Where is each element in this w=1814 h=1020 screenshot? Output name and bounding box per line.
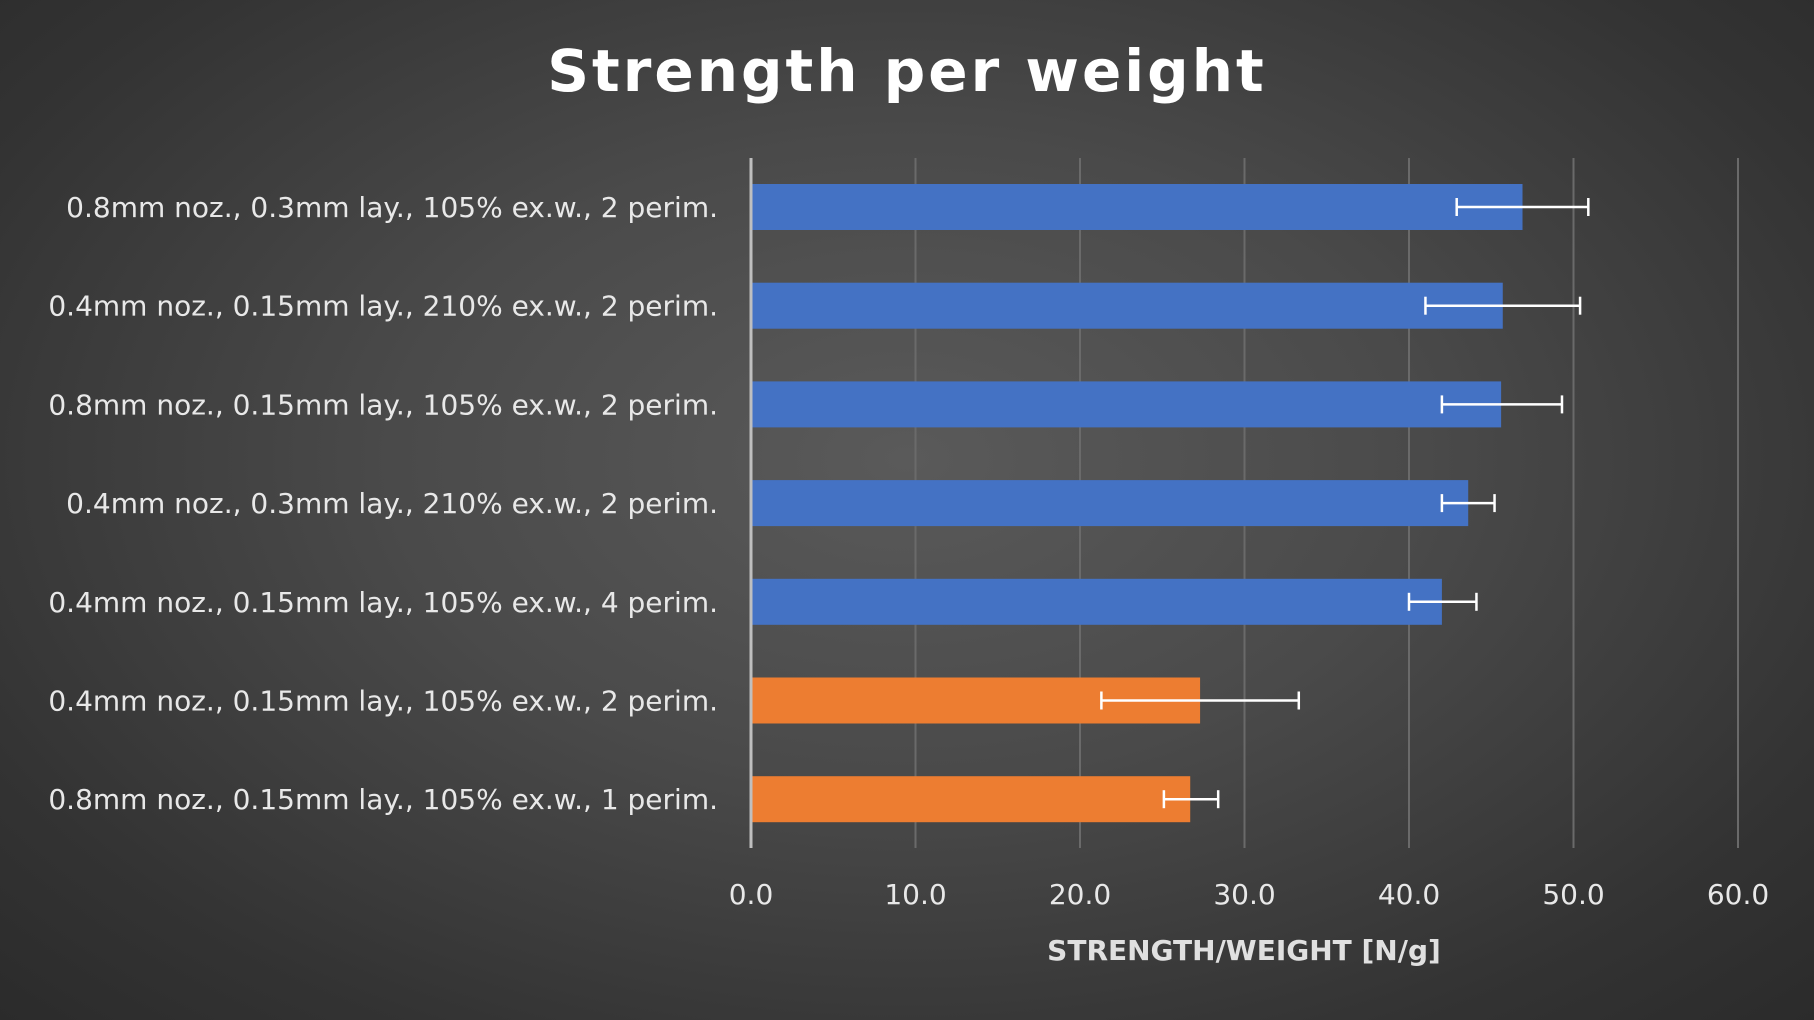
category-label: 0.8mm noz., 0.3mm lay., 105% ex.w., 2 pe… xyxy=(66,191,718,224)
x-tick-label: 50.0 xyxy=(1542,878,1604,911)
category-label: 0.8mm noz., 0.15mm lay., 105% ex.w., 2 p… xyxy=(48,388,718,421)
bars xyxy=(751,184,1523,823)
bar xyxy=(751,480,1469,527)
category-label: 0.4mm noz., 0.15mm lay., 210% ex.w., 2 p… xyxy=(48,290,718,323)
error-bars xyxy=(1100,198,1590,809)
error-bar xyxy=(1440,494,1496,513)
x-tick-label: 30.0 xyxy=(1213,878,1275,911)
category-label: 0.4mm noz., 0.3mm lay., 210% ex.w., 2 pe… xyxy=(66,487,718,520)
error-bar xyxy=(1455,198,1590,216)
category-label: 0.4mm noz., 0.15mm lay., 105% ex.w., 2 p… xyxy=(48,685,718,718)
bar xyxy=(751,578,1442,625)
chart-title: Strength per weight xyxy=(547,37,1266,105)
category-label: 0.8mm noz., 0.15mm lay., 105% ex.w., 1 p… xyxy=(48,783,718,816)
x-tick-label: 20.0 xyxy=(1049,878,1111,911)
x-tick-label: 60.0 xyxy=(1707,878,1769,911)
x-tick-labels: 0.0 10.0 20.0 30.0 40.0 50.0 60.0 xyxy=(729,878,1769,911)
x-tick-label: 10.0 xyxy=(884,878,946,911)
category-label: 0.4mm noz., 0.15mm lay., 105% ex.w., 4 p… xyxy=(48,586,718,619)
error-bar xyxy=(1424,296,1582,315)
x-axis-title: STRENGTH/WEIGHT [N/g] xyxy=(1047,934,1441,967)
bar xyxy=(751,282,1503,329)
category-labels: 0.8mm noz., 0.3mm lay., 105% ex.w., 2 pe… xyxy=(48,191,718,816)
bar xyxy=(751,184,1523,230)
x-tick-label: 0.0 xyxy=(729,878,774,911)
bar xyxy=(751,381,1502,428)
error-bar xyxy=(1440,395,1564,414)
x-tick-label: 40.0 xyxy=(1378,878,1440,911)
error-bar xyxy=(1100,691,1301,710)
bar xyxy=(751,776,1191,823)
error-bar xyxy=(1162,790,1220,809)
error-bar xyxy=(1407,592,1478,611)
